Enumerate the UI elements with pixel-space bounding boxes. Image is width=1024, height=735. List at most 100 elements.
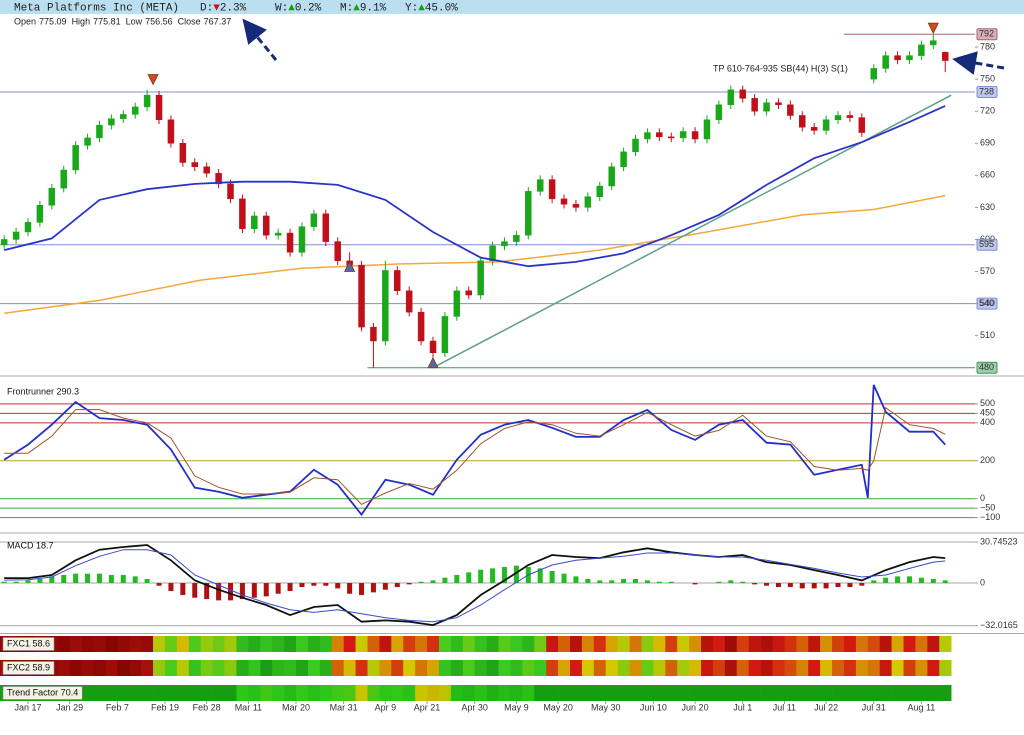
heat-cell [569, 685, 583, 701]
level-label: 792 [979, 29, 994, 39]
histogram-bar [478, 569, 484, 584]
series-line [4, 194, 946, 314]
candle-body [834, 115, 842, 120]
histogram-bar [764, 583, 770, 586]
candle-body [84, 137, 91, 146]
heat-cell [117, 660, 130, 676]
histogram-bar [585, 579, 591, 584]
heat-cell [438, 660, 452, 676]
heat-cell [617, 660, 630, 676]
x-tick-label: Mar 20 [282, 702, 310, 712]
histogram-bar [847, 583, 853, 588]
histogram-bar [239, 583, 245, 600]
candle-body [441, 316, 449, 354]
heat-cell [141, 660, 154, 676]
x-tick-label: May 9 [504, 702, 529, 712]
heat-cell [736, 636, 749, 652]
histogram-bar [120, 575, 126, 584]
candle-body [382, 270, 389, 342]
histogram-bar [1, 581, 7, 584]
change-value: 9.1% [360, 2, 387, 14]
histogram-bar [501, 567, 507, 584]
heat-cell [855, 636, 869, 652]
heat-cell [486, 660, 499, 676]
heat-cell [820, 685, 833, 701]
heat-cell [474, 636, 487, 652]
y-tick-label: 510 [980, 330, 995, 340]
heat-cell [903, 636, 916, 652]
heat-cell [653, 660, 666, 676]
heat-cell [843, 636, 857, 652]
candle-body [858, 117, 866, 133]
heat-cell [403, 636, 416, 652]
x-tick-label: May 20 [543, 702, 573, 712]
histogram-bar [49, 576, 55, 584]
candle-body [48, 187, 56, 206]
x-tick-label: May 30 [591, 702, 621, 712]
histogram-bar [918, 577, 924, 584]
histogram-bar [787, 583, 793, 588]
histogram-bar [490, 568, 496, 584]
heat-cell [403, 685, 416, 701]
heat-cell [712, 660, 726, 676]
candle-body [870, 68, 877, 80]
candle-body [155, 94, 163, 120]
heat-cell [843, 685, 857, 701]
level-box [976, 28, 998, 41]
heat-cell [355, 636, 368, 652]
heat-cell [915, 685, 928, 701]
histogram-bar [216, 583, 222, 601]
heat-cell [522, 636, 535, 652]
histogram-bar [835, 583, 841, 588]
heat-cell [522, 685, 535, 701]
histogram-bar [942, 580, 948, 584]
histogram-bar [633, 579, 639, 584]
series-line [4, 406, 946, 506]
candle-body [656, 132, 663, 138]
ohlc-label: Open [14, 17, 36, 27]
candle-body [739, 89, 746, 99]
heat-cell [569, 636, 583, 652]
heat-cell [558, 660, 571, 676]
heat-cell [188, 685, 202, 701]
histogram-bar [168, 583, 174, 592]
heat-cell [867, 636, 881, 652]
candle-body [906, 55, 913, 61]
heat-cell [546, 636, 559, 652]
histogram-bar [192, 583, 198, 598]
heat-cell [260, 685, 273, 701]
heat-cell [689, 660, 702, 676]
period: W: [275, 2, 288, 14]
histogram-bar [906, 576, 912, 584]
heat-cell [248, 660, 261, 676]
heat-cell [57, 660, 70, 676]
title-box [2, 637, 55, 651]
histogram-bar [394, 583, 400, 588]
heat-cell [319, 660, 333, 676]
candle-body [810, 126, 818, 131]
ohlc-label: Close [178, 17, 201, 27]
series-line [4, 549, 946, 623]
candle-body [453, 290, 461, 317]
change: Y:▲45.0% [405, 2, 458, 14]
level-label: 540 [979, 298, 994, 308]
heat-cell [641, 685, 654, 701]
heat-cell [462, 636, 475, 652]
level-box [976, 85, 998, 98]
x-tick-label: Jan 17 [14, 702, 41, 712]
heat-cell [927, 685, 940, 701]
heat-cell [796, 636, 809, 652]
candle-body [239, 198, 246, 230]
heat-cell [355, 660, 368, 676]
heat-cell [689, 685, 702, 701]
candle-body [775, 102, 782, 106]
heat-cell [248, 636, 261, 652]
heat-cell [760, 660, 773, 676]
heat-cell [391, 636, 404, 652]
ohlc-label: Low [126, 17, 143, 27]
change: D:▼2.3% [200, 2, 247, 14]
candle-body [691, 131, 699, 140]
ohlc-value: 767.37 [204, 17, 232, 27]
